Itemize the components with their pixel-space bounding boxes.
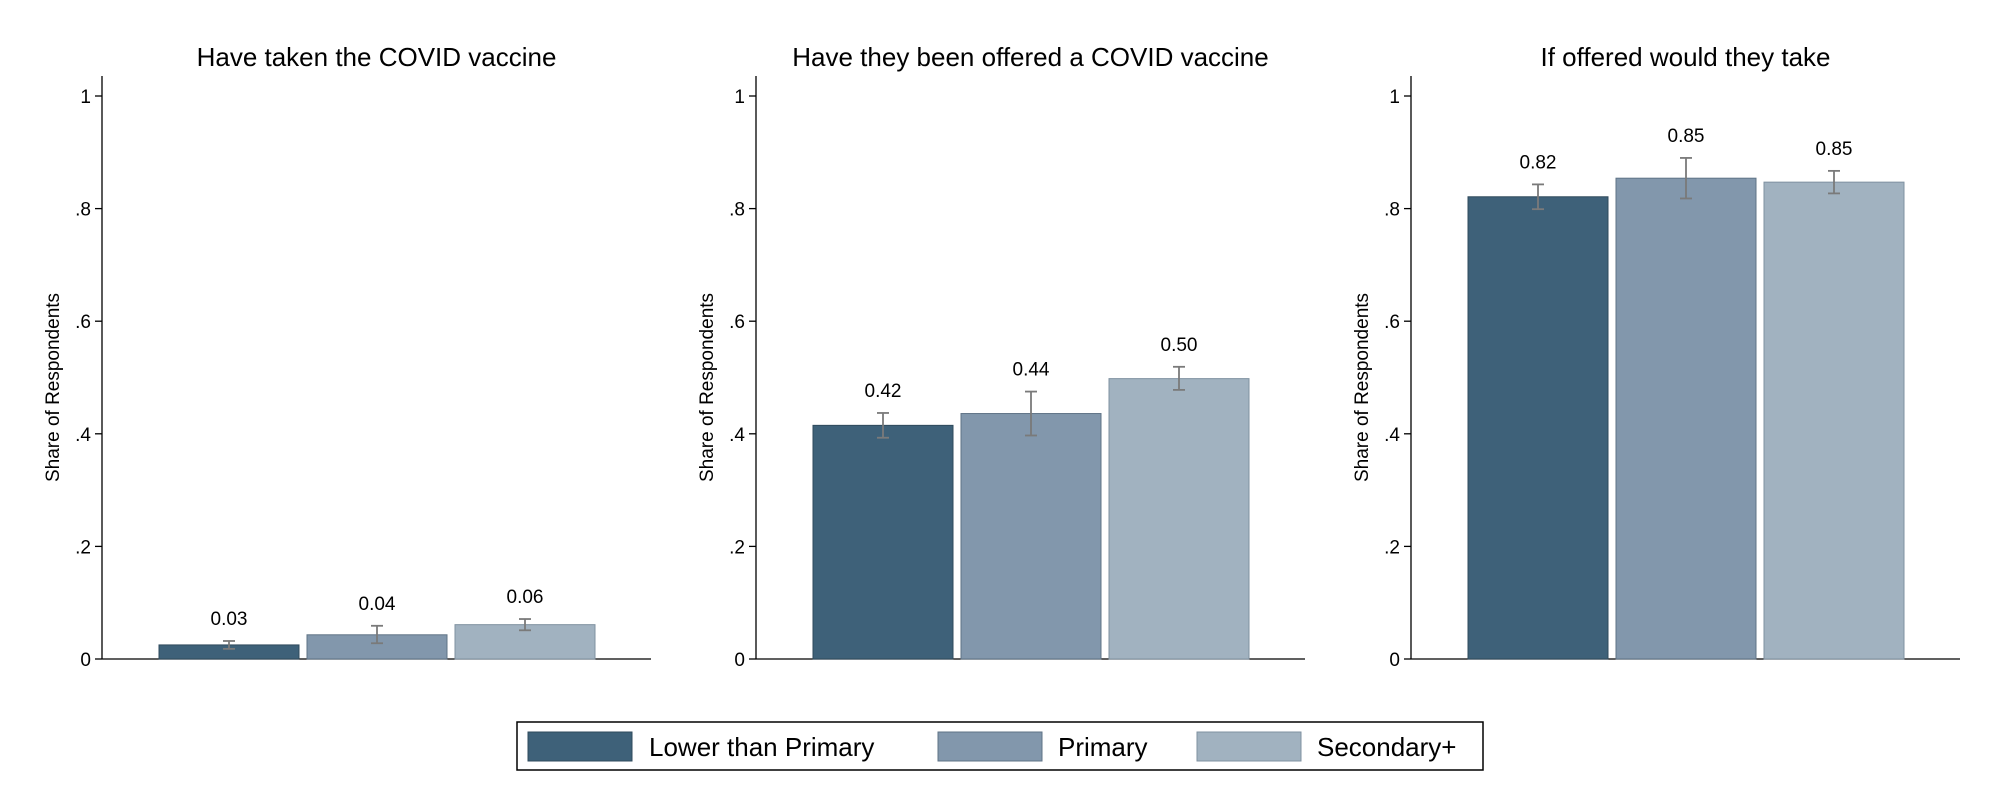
legend-label-lower-than-primary: Lower than Primary bbox=[649, 732, 874, 762]
y-tick-label: .4 bbox=[1384, 425, 1400, 446]
bar-lower-than-primary bbox=[812, 424, 954, 660]
bar-primary bbox=[960, 413, 1102, 660]
chart-panel-1: Have taken the COVID vaccine Share of Res… bbox=[43, 42, 651, 671]
data-label-secondary-plus: 0.85 bbox=[1816, 139, 1853, 160]
y-tick-label: 1 bbox=[80, 87, 91, 108]
legend-entry-primary: Primary bbox=[937, 731, 1148, 762]
legend-label-primary: Primary bbox=[1058, 732, 1148, 762]
bar-secondary-plus bbox=[1763, 181, 1905, 660]
chart-panel-3: If offered would they take Share of Respo… bbox=[1352, 42, 1960, 671]
legend-swatch-secondary-plus bbox=[1196, 731, 1302, 762]
error-bar-lower-than-primary bbox=[223, 640, 235, 650]
y-axis-label: Share of Respondents bbox=[1352, 293, 1373, 482]
chart-panels: Have taken the COVID vaccine Share of Res… bbox=[43, 42, 1960, 671]
data-label-lower-than-primary: 0.42 bbox=[865, 381, 902, 402]
legend-entry-secondary-plus: Secondary+ bbox=[1196, 731, 1456, 762]
y-tick-label: .8 bbox=[75, 200, 91, 221]
error-bar-secondary-plus bbox=[519, 618, 531, 632]
y-tick-label: .4 bbox=[75, 425, 91, 446]
y-tick-label: .6 bbox=[729, 312, 745, 333]
y-tick-label: 0 bbox=[80, 650, 91, 671]
y-tick-label: 1 bbox=[1389, 87, 1400, 108]
data-label-primary: 0.44 bbox=[1013, 360, 1050, 381]
y-tick-label: .6 bbox=[1384, 312, 1400, 333]
legend-label-secondary-plus: Secondary+ bbox=[1317, 732, 1456, 762]
legend-swatch-primary bbox=[937, 731, 1043, 762]
y-tick-label: .2 bbox=[729, 537, 745, 558]
legend-swatch-lower-than-primary bbox=[527, 731, 633, 762]
y-tick-label: .2 bbox=[75, 537, 91, 558]
y-tick-label: .4 bbox=[729, 425, 745, 446]
panel-title: Have taken the COVID vaccine bbox=[197, 42, 557, 72]
bar-primary bbox=[1615, 177, 1757, 660]
y-tick-label: 0 bbox=[1389, 650, 1400, 671]
data-label-lower-than-primary: 0.03 bbox=[211, 609, 248, 630]
error-bar-primary bbox=[1025, 390, 1037, 437]
chart-legend: Lower than Primary Primary Secondary+ bbox=[516, 721, 1484, 771]
data-label-lower-than-primary: 0.82 bbox=[1520, 152, 1557, 173]
error-bar-secondary-plus bbox=[1173, 365, 1185, 391]
error-bar-lower-than-primary bbox=[1532, 183, 1544, 211]
y-tick-label: .8 bbox=[729, 200, 745, 221]
y-tick-label: .6 bbox=[75, 312, 91, 333]
y-tick-label: .2 bbox=[1384, 537, 1400, 558]
error-bar-primary bbox=[371, 624, 383, 645]
data-label-secondary-plus: 0.06 bbox=[507, 587, 544, 608]
error-bar-lower-than-primary bbox=[877, 412, 889, 439]
error-bar-secondary-plus bbox=[1828, 169, 1840, 195]
bar-primary bbox=[306, 634, 448, 660]
y-axis-label: Share of Respondents bbox=[697, 293, 718, 482]
y-axis-label: Share of Respondents bbox=[43, 293, 64, 482]
error-bar-primary bbox=[1680, 157, 1692, 200]
data-label-primary: 0.85 bbox=[1668, 126, 1705, 147]
legend-entry-lower-than-primary: Lower than Primary bbox=[527, 731, 874, 762]
y-tick-label: 1 bbox=[734, 87, 745, 108]
y-tick-label: .8 bbox=[1384, 200, 1400, 221]
panel-title: Have they been offered a COVID vaccine bbox=[792, 42, 1268, 72]
data-label-primary: 0.04 bbox=[359, 594, 396, 615]
data-label-secondary-plus: 0.50 bbox=[1161, 335, 1198, 356]
bar-secondary-plus bbox=[1108, 378, 1250, 660]
bar-lower-than-primary bbox=[1467, 196, 1609, 660]
y-tick-label: 0 bbox=[734, 650, 745, 671]
chart-panel-2: Have they been offered a COVID vaccine Sh… bbox=[697, 42, 1305, 671]
panel-title: If offered would they take bbox=[1540, 42, 1830, 72]
